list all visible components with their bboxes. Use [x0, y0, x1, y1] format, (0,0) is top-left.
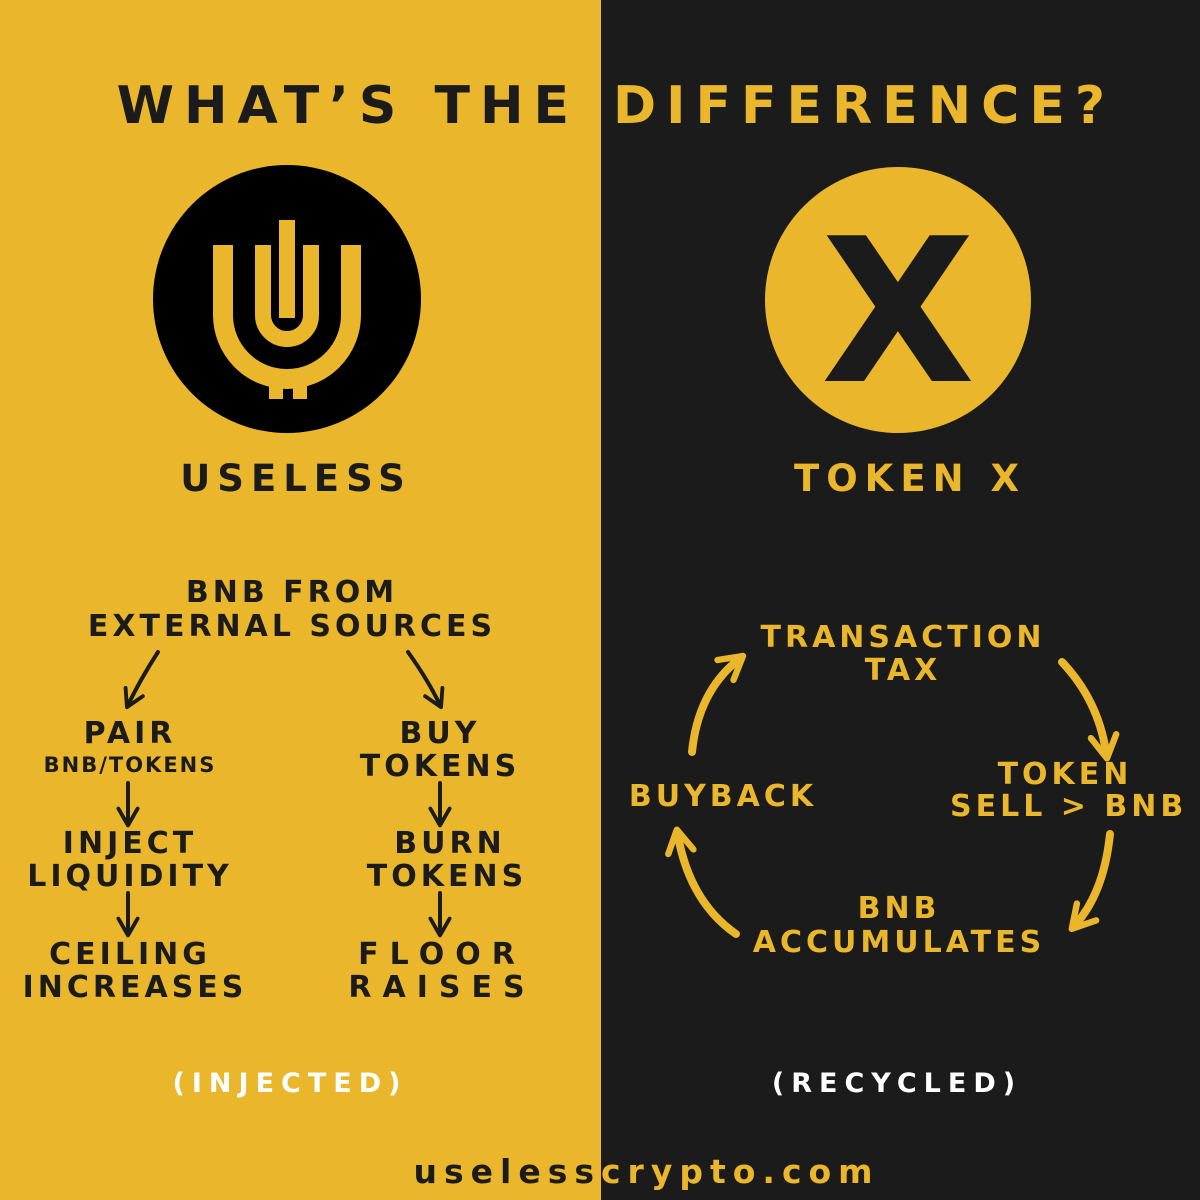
floor-label-2: RAISES [348, 970, 536, 1005]
x-logo-icon: X [820, 196, 976, 429]
burn-label-1: BURN [394, 826, 506, 861]
cycle-node-buyback: BUYBACK [628, 779, 818, 814]
token-x-label: TOKEN X [793, 457, 1026, 500]
pair-label: PAIR [83, 716, 177, 751]
cycle-node-accumulates-1: BNB [857, 891, 941, 926]
source-line-2: EXTERNAL SOURCES [87, 609, 497, 644]
cycle-node-sell-1: TOKEN [997, 757, 1133, 792]
useless-label: USELESS [180, 457, 412, 500]
arrow-tax-to-sell [1058, 658, 1120, 762]
flow-arrows [116, 650, 452, 938]
cycle-node-accumulates-2: ACCUMULATES [752, 925, 1046, 960]
ceiling-label-2: INCREASES [22, 970, 248, 1005]
burn-label-2: TOKENS [366, 859, 528, 894]
floor-label-1: FLOOR [358, 937, 526, 972]
cycle-node-tax-2: TAX [864, 653, 942, 688]
inject-label-2: LIQUIDITY [27, 859, 233, 894]
ceiling-label-1: CEILING [49, 937, 211, 972]
footer-url-right: crypto.com [601, 1152, 880, 1191]
arrow-buyback-to-tax [688, 652, 747, 756]
buy-label-2: TOKENS [359, 749, 521, 784]
useless-u-logo-icon [213, 220, 361, 399]
token-x-logo: X [765, 167, 1031, 433]
cycle-arrows [665, 652, 1120, 938]
title-right-part: DIFFERENCE? [613, 76, 1116, 136]
recycled-tag: (RECYCLED) [771, 1068, 1023, 1099]
arrow-source-to-buy [406, 650, 445, 710]
title-left-part: WHAT’S THE [116, 76, 579, 136]
cycle-node-tax-1: TRANSACTION [760, 620, 1046, 655]
footer-url-left: useless [413, 1152, 601, 1191]
inject-label-1: INJECT [62, 826, 198, 861]
arrow-sell-to-accumulates [1068, 830, 1114, 933]
pair-detail: BNB/TOKENS [43, 753, 217, 777]
cycle-node-sell-2: SELL > BNB [950, 789, 1188, 824]
buy-label-1: BUY [399, 716, 481, 751]
source-line-1: BNB FROM [185, 575, 399, 610]
useless-logo [153, 165, 421, 433]
arrow-source-to-pair [123, 650, 160, 710]
injected-tag: (INJECTED) [172, 1068, 408, 1099]
arrow-accumulates-to-buyback [665, 826, 740, 938]
